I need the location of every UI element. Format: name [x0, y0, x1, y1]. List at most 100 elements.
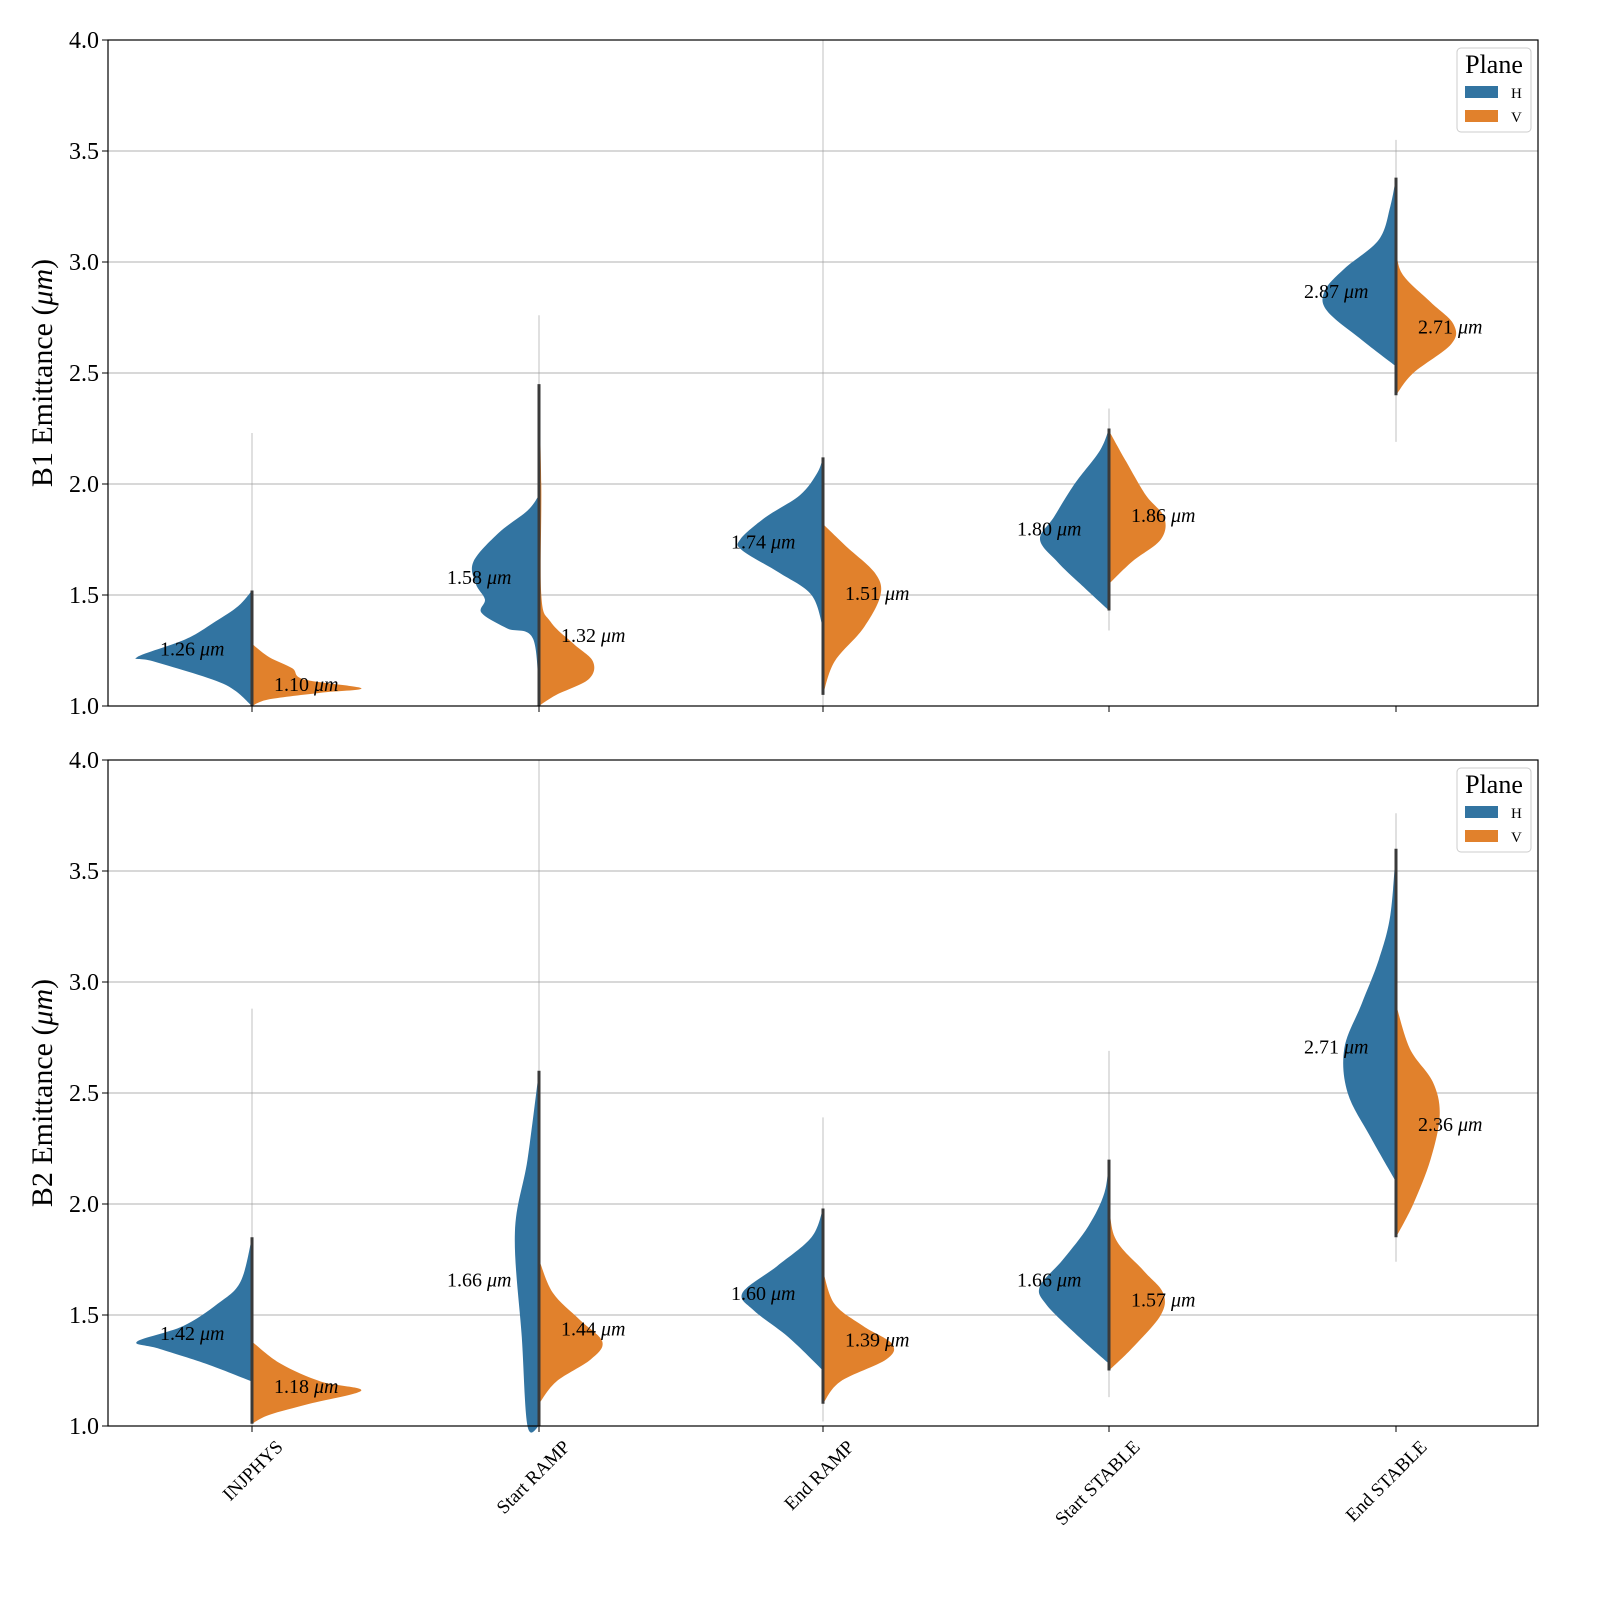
- median-label-v: 2.36 μm: [1418, 1114, 1482, 1136]
- median-label-v: 1.10 μm: [274, 674, 338, 696]
- x-tick-label: End STABLE: [1342, 1437, 1432, 1527]
- violin-v-end-stable: [1394, 242, 1457, 397]
- median-unit: μm: [486, 567, 511, 589]
- violin-h-start-ramp: [514, 1064, 540, 1433]
- y-tick-label: 2.0: [69, 472, 99, 498]
- median-unit: μm: [770, 1283, 795, 1305]
- legend-label-v: V: [1511, 830, 1522, 846]
- violin-v-end-stable: [1394, 1000, 1440, 1240]
- y-tick-label: 1.5: [69, 583, 99, 609]
- median-unit: μm: [1457, 316, 1482, 338]
- median-label-h: 2.87 μm: [1304, 281, 1368, 303]
- median-unit: μm: [1343, 281, 1368, 303]
- legend-label-h: H: [1511, 806, 1522, 822]
- median-label-v: 1.18 μm: [274, 1376, 338, 1398]
- y-axis-label-unit: μm: [26, 269, 59, 307]
- median-value: 1.42: [160, 1323, 200, 1345]
- median-label-h: 2.71 μm: [1304, 1036, 1368, 1058]
- legend-swatch-v: [1465, 110, 1498, 122]
- violin-v-start-ramp: [537, 1257, 603, 1406]
- y-tick-label: 1.0: [69, 1414, 99, 1440]
- violin-h-start-ramp: [471, 493, 540, 711]
- median-label-v: 1.39 μm: [845, 1329, 909, 1351]
- median-value: 1.26: [160, 638, 200, 660]
- violin-v-injphys: [250, 642, 362, 707]
- x-tick-label: End RAMP: [781, 1437, 859, 1515]
- y-axis-label-unit: μm: [26, 989, 59, 1027]
- violin-h-end-stable: [1343, 843, 1398, 1186]
- violin-h-end-ramp: [741, 1206, 826, 1373]
- violin-h-end-ramp: [737, 456, 824, 631]
- median-value: 1.44: [561, 1318, 601, 1340]
- panel-2: 1.42 μm1.66 μm1.60 μm1.66 μm2.71 μm1.18 …: [26, 748, 1539, 1530]
- legend-swatch-h: [1465, 806, 1498, 818]
- median-value: 1.58: [447, 567, 487, 589]
- x-tick-label: Start RAMP: [493, 1437, 575, 1519]
- median-unit: μm: [884, 583, 909, 605]
- y-tick-label: 4.0: [69, 28, 99, 54]
- median-value: 1.39: [845, 1329, 885, 1351]
- legend-label-h: H: [1511, 86, 1522, 102]
- median-value: 1.74: [731, 532, 771, 554]
- median-unit: μm: [770, 532, 795, 554]
- median-label-h: 1.66 μm: [447, 1269, 511, 1291]
- median-unit: μm: [884, 1329, 909, 1351]
- legend-title: Plane: [1465, 770, 1523, 799]
- median-unit: μm: [1457, 1114, 1482, 1136]
- legend: Plane HV: [1456, 47, 1532, 133]
- median-unit: μm: [486, 1269, 511, 1291]
- y-tick-label: 3.5: [69, 139, 99, 165]
- median-label-h: 1.80 μm: [1017, 518, 1081, 540]
- legend-swatch-h: [1465, 86, 1498, 98]
- median-label-h: 1.74 μm: [731, 532, 795, 554]
- y-axis-label-text: B1 Emittance (: [26, 306, 59, 488]
- legend-title: Plane: [1465, 50, 1523, 79]
- median-unit: μm: [313, 674, 338, 696]
- violin-v-end-ramp: [821, 522, 882, 698]
- violin-h-end-stable: [1322, 175, 1399, 369]
- median-value: 2.71: [1418, 316, 1458, 338]
- panel-1: 1.26 μm1.58 μm1.74 μm1.80 μm2.87 μm1.10 …: [26, 28, 1539, 720]
- median-unit: μm: [1170, 505, 1195, 527]
- median-value: 2.36: [1418, 1114, 1458, 1136]
- y-tick-label: 2.5: [69, 1081, 99, 1107]
- violin-v-injphys: [249, 1339, 362, 1425]
- median-label-h: 1.42 μm: [160, 1323, 224, 1345]
- y-tick-label: 3.5: [69, 859, 99, 885]
- x-tick-label: Start STABLE: [1051, 1437, 1144, 1530]
- legend-label-v: V: [1511, 110, 1522, 126]
- median-value: 2.71: [1304, 1036, 1344, 1058]
- median-unit: μm: [1170, 1289, 1195, 1311]
- median-value: 1.86: [1131, 505, 1171, 527]
- x-tick-label: INJPHYS: [219, 1437, 288, 1506]
- y-axis-label-close: ): [26, 259, 59, 269]
- median-value: 1.66: [447, 1269, 487, 1291]
- median-unit: μm: [1343, 1036, 1368, 1058]
- y-axis-label-text: B2 Emittance (: [26, 1026, 59, 1208]
- median-value: 1.80: [1017, 518, 1057, 540]
- median-unit: μm: [1056, 518, 1081, 540]
- violin-h-injphys: [135, 589, 255, 708]
- violin-v-end-ramp: [821, 1268, 895, 1406]
- median-unit: μm: [313, 1376, 338, 1398]
- median-unit: μm: [199, 1323, 224, 1345]
- violin-v-start-ramp: [537, 376, 595, 707]
- y-axis-label: B2 Emittance (μm): [26, 979, 59, 1207]
- median-value: 1.18: [274, 1376, 314, 1398]
- violin-h-start-stable: [1038, 1157, 1112, 1367]
- violin-h-injphys: [136, 1234, 256, 1383]
- median-label-v: 2.71 μm: [1418, 316, 1482, 338]
- violin-h-start-stable: [1039, 426, 1112, 613]
- median-label-v: 1.86 μm: [1131, 505, 1195, 527]
- median-value: 1.60: [731, 1283, 771, 1305]
- y-tick-label: 1.0: [69, 694, 99, 720]
- median-value: 2.87: [1304, 281, 1344, 303]
- median-label-v: 1.51 μm: [845, 583, 909, 605]
- y-axis-label: B1 Emittance (μm): [26, 259, 59, 487]
- y-tick-label: 4.0: [69, 748, 99, 774]
- median-value: 1.66: [1017, 1269, 1057, 1291]
- y-tick-label: 2.5: [69, 361, 99, 387]
- median-unit: μm: [1056, 1269, 1081, 1291]
- median-value: 1.57: [1131, 1289, 1171, 1311]
